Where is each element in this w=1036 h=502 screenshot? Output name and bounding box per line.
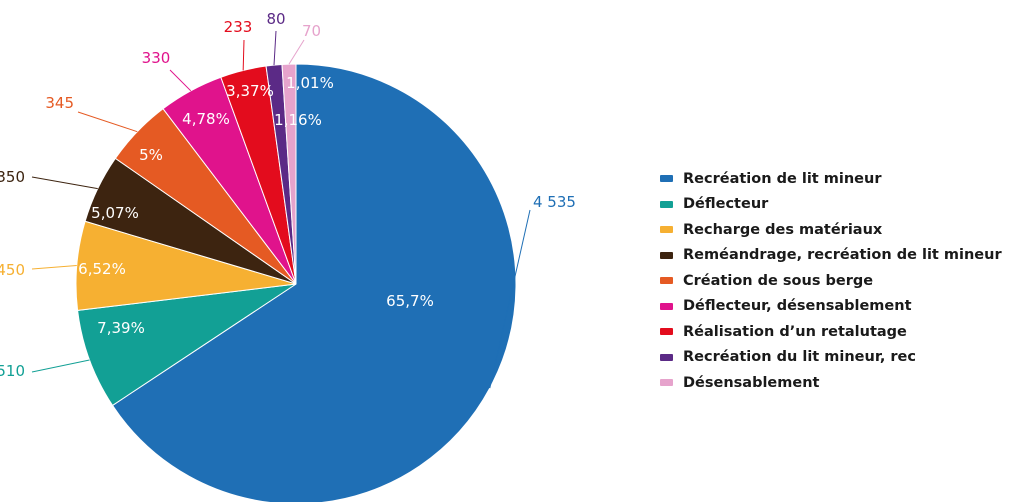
percent-label-2: 6,52% bbox=[78, 260, 126, 278]
legend-label-8: Désensablement bbox=[683, 374, 820, 391]
legend-swatch-7 bbox=[660, 353, 673, 361]
legend-label-7: Recréation du lit mineur, rec bbox=[683, 349, 916, 366]
legend-item-6: Réalisation d’un retalutage bbox=[660, 319, 1002, 345]
value-label-8: 70 bbox=[302, 22, 321, 40]
leader-line-3 bbox=[31, 176, 98, 190]
legend-swatch-5 bbox=[660, 302, 673, 310]
percent-label-6: 3,37% bbox=[226, 82, 274, 100]
legend-label-0: Recréation de lit mineur bbox=[683, 170, 882, 187]
pie-slice-8 bbox=[281, 63, 297, 285]
legend-swatch-8 bbox=[660, 379, 673, 387]
percent-label-1: 7,39% bbox=[97, 319, 145, 337]
pie-slice-1 bbox=[77, 283, 297, 407]
value-label-3: 350 bbox=[0, 168, 25, 186]
leader-line-5 bbox=[169, 69, 192, 92]
legend-swatch-3 bbox=[660, 251, 673, 259]
leader-line-2 bbox=[31, 264, 77, 270]
legend-label-3: Reméandrage, recréation de lit mineur bbox=[683, 247, 1002, 264]
legend-item-0: Recréation de lit mineur bbox=[660, 166, 1002, 192]
leader-line-1 bbox=[31, 359, 90, 373]
legend-label-5: Déflecteur, désensablement bbox=[683, 298, 912, 315]
leader-line-8 bbox=[288, 39, 305, 65]
leader-line-7 bbox=[273, 30, 277, 66]
legend-item-5: Déflecteur, désensablement bbox=[660, 294, 1002, 320]
legend-item-8: Désensablement bbox=[660, 370, 1002, 396]
legend-swatch-1 bbox=[660, 200, 673, 208]
legend-label-6: Réalisation d’un retalutage bbox=[683, 323, 907, 340]
leader-line-0 bbox=[489, 209, 531, 389]
leader-line-4 bbox=[77, 111, 138, 133]
value-label-7: 80 bbox=[266, 10, 285, 28]
value-label-0: 4 535 bbox=[533, 193, 576, 211]
legend-item-3: Reméandrage, recréation de lit mineur bbox=[660, 243, 1002, 269]
value-label-5: 330 bbox=[142, 49, 171, 67]
percent-label-7: 1,16% bbox=[274, 111, 322, 129]
legend-label-4: Création de sous berge bbox=[683, 272, 874, 289]
value-label-4: 345 bbox=[45, 94, 74, 112]
value-label-2: 450 bbox=[0, 261, 25, 279]
legend: Recréation de lit mineur Déflecteur Rech… bbox=[660, 166, 1002, 396]
legend-swatch-4 bbox=[660, 277, 673, 285]
percent-label-3: 5,07% bbox=[91, 204, 139, 222]
value-label-1: 510 bbox=[0, 362, 25, 380]
value-label-6: 233 bbox=[224, 18, 253, 36]
legend-item-2: Recharge des matériaux bbox=[660, 217, 1002, 243]
legend-swatch-0 bbox=[660, 175, 673, 183]
percent-label-0: 65,7% bbox=[386, 292, 434, 310]
pie-chart: 4 535 510 450 350 345 330 233 80 70 65,7% 7,39% 6,5… bbox=[0, 10, 576, 502]
legend-item-1: Déflecteur bbox=[660, 192, 1002, 218]
percent-label-4: 5% bbox=[139, 146, 163, 164]
legend-swatch-2 bbox=[660, 226, 673, 234]
legend-item-7: Recréation du lit mineur, rec bbox=[660, 345, 1002, 371]
percent-label-8: 1,01% bbox=[286, 74, 334, 92]
legend-item-4: Création de sous berge bbox=[660, 268, 1002, 294]
legend-swatch-6 bbox=[660, 328, 673, 336]
percent-label-5: 4,78% bbox=[182, 110, 230, 128]
legend-label-2: Recharge des matériaux bbox=[683, 221, 883, 238]
leader-line-6 bbox=[242, 39, 245, 71]
legend-label-1: Déflecteur bbox=[683, 196, 769, 213]
